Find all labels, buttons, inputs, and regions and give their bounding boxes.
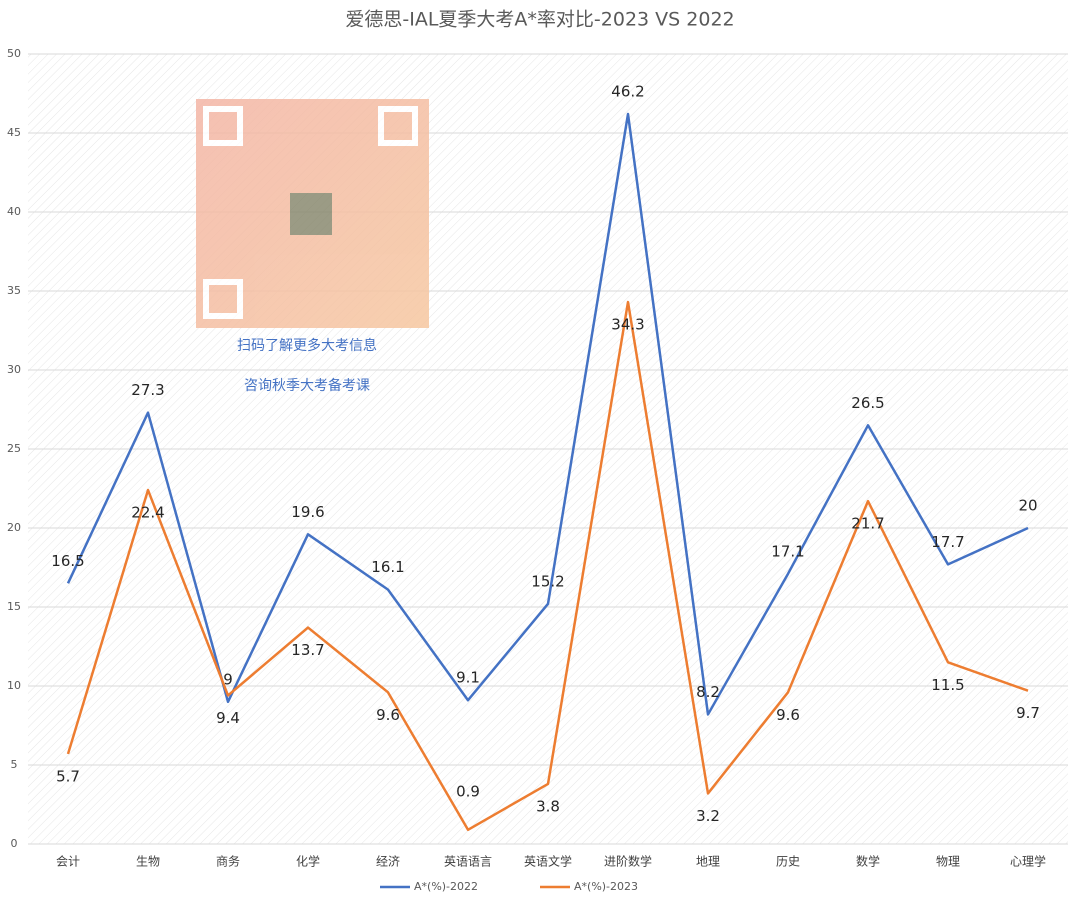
chart-title: 爱德思-IAL夏季大考A*率对比-2023 VS 2022 [345, 9, 734, 31]
data-label: 13.7 [291, 641, 324, 659]
data-label: 26.5 [851, 394, 884, 412]
y-tick-label: 40 [7, 205, 21, 218]
legend-label: A*(%)-2022 [414, 880, 478, 893]
series-line [66, 112, 1029, 716]
data-label: 9.7 [1016, 704, 1040, 722]
data-label: 27.3 [131, 381, 164, 399]
x-tick-label: 经济 [376, 854, 400, 869]
y-tick-label: 25 [7, 442, 21, 455]
data-label: 3.8 [536, 797, 560, 815]
data-label: 20 [1018, 497, 1037, 515]
data-label: 9.1 [456, 669, 480, 687]
x-tick-label: 物理 [936, 855, 960, 869]
qr-code [196, 99, 429, 328]
y-tick-label: 15 [7, 600, 21, 613]
data-label: 19.6 [291, 503, 324, 521]
y-tick-label: 30 [7, 363, 21, 376]
y-tick-label: 20 [7, 521, 21, 534]
data-label: 34.3 [611, 316, 644, 334]
data-label: 16.5 [51, 552, 84, 570]
y-tick-label: 45 [7, 126, 21, 139]
data-label: 8.2 [696, 683, 720, 701]
data-label: 9.6 [376, 706, 400, 724]
data-label: 5.7 [56, 767, 80, 785]
annotation: 扫码了解更多大考信息 [237, 337, 377, 354]
legend-label: A*(%)-2023 [574, 880, 638, 893]
y-tick-label: 35 [7, 284, 21, 297]
x-tick-label: 进阶数学 [604, 854, 652, 869]
y-tick-label: 10 [7, 679, 21, 692]
x-tick-label: 英语语言 [444, 855, 492, 869]
x-tick-label: 心理学 [1010, 854, 1046, 869]
x-tick-label: 化学 [296, 854, 320, 869]
y-tick-label: 5 [11, 758, 18, 771]
data-label: 46.2 [611, 83, 644, 101]
x-tick-label: 数学 [856, 854, 880, 869]
y-tick-label: 50 [7, 47, 21, 60]
x-tick-label: 生物 [136, 855, 160, 869]
x-tick-label: 商务 [216, 854, 240, 869]
data-label: 17.1 [771, 542, 804, 560]
data-label: 16.1 [371, 558, 404, 576]
data-label: 9 [223, 670, 233, 688]
x-tick-label: 历史 [776, 855, 800, 869]
x-tick-label: 会计 [56, 855, 80, 869]
data-label: 17.7 [931, 533, 964, 551]
x-tick-label: 英语文学 [524, 854, 572, 869]
data-label: 22.4 [131, 504, 164, 522]
x-tick-label: 地理 [696, 855, 720, 869]
data-label: 11.5 [931, 676, 964, 694]
data-label: 21.7 [851, 515, 884, 533]
y-tick-label: 0 [11, 837, 18, 850]
data-label: 15.2 [531, 572, 564, 590]
data-label: 9.4 [216, 709, 240, 727]
data-label: 0.9 [456, 782, 480, 800]
series-line [66, 300, 1029, 832]
annotation: 咨询秋季大考备考课 [244, 377, 370, 394]
data-label: 3.2 [696, 807, 720, 825]
data-label: 9.6 [776, 706, 800, 724]
